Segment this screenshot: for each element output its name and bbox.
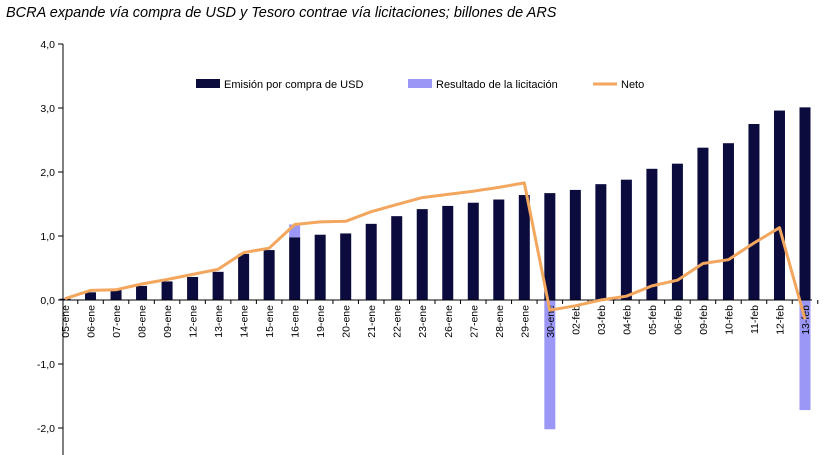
x-tick-label: 04-feb <box>621 305 633 335</box>
emision-bar <box>620 179 632 300</box>
x-tick-label: 30-ene <box>545 305 557 338</box>
x-tick-label: 09-ene <box>162 305 174 338</box>
legend-label: Neto <box>621 79 644 91</box>
y-tick-label: -1,0 <box>37 359 55 371</box>
emision-bar <box>391 216 403 300</box>
neto-line <box>64 181 807 320</box>
emision-bar <box>238 253 250 300</box>
x-tick-label: 14-ene <box>239 305 251 338</box>
emision-bar <box>289 237 301 300</box>
x-tick-label: 05-feb <box>647 305 659 335</box>
x-tick-label: 07-ene <box>111 305 123 338</box>
x-tick-label: 03-feb <box>596 305 608 335</box>
x-tick-label: 08-ene <box>137 305 149 338</box>
emision-bar <box>340 233 352 300</box>
y-tick-label: 0,0 <box>40 295 55 307</box>
emision-bar <box>136 285 148 300</box>
emision-bar <box>365 223 377 300</box>
x-tick-label: 15-ene <box>264 305 276 338</box>
negative-bars-layer <box>544 300 811 430</box>
emision-bar <box>595 184 607 300</box>
emision-bar <box>544 193 556 300</box>
x-tick-label: 11-feb <box>749 305 761 334</box>
legend-label: Resultado de la licitación <box>436 79 558 91</box>
x-tick-label: 09-feb <box>698 305 710 335</box>
emision-bar <box>493 199 505 300</box>
emision-bar <box>518 195 530 300</box>
x-tick-label: 10-feb <box>723 305 735 335</box>
y-ticks: 4,0 3,0 2,0 1,0 0,0 -1,0 -2,0 <box>37 39 63 435</box>
legend-swatch <box>408 79 432 88</box>
legend-label: Emisión por compra de USD <box>224 79 363 91</box>
x-tick-label: 20-ene <box>341 305 353 338</box>
emision-bar <box>187 276 199 300</box>
x-tick-label: 06-feb <box>672 305 684 335</box>
axes-layer <box>62 44 812 455</box>
x-tick-label: 12-ene <box>188 305 200 338</box>
legend: Emisión por compra de USD Resultado de la… <box>196 79 644 91</box>
x-tick-label: 26-ene <box>443 305 455 338</box>
x-tick-label: 02-feb <box>570 305 582 335</box>
y-tick-label: -2,0 <box>37 423 55 435</box>
y-tick-label: 1,0 <box>40 231 55 243</box>
x-tick-label: 22-ene <box>392 305 404 338</box>
emision-bar <box>263 250 275 300</box>
emision-bar <box>799 107 811 300</box>
y-tick-label: 4,0 <box>40 39 55 51</box>
x-tick-label: 28-ene <box>494 305 506 338</box>
licitacion-bar <box>289 224 301 238</box>
emision-bar <box>722 143 734 300</box>
y-tick-label: 2,0 <box>40 167 55 179</box>
emision-bar <box>748 124 760 300</box>
x-tick-label: 12-feb <box>774 305 786 335</box>
x-tick-label: 27-ene <box>468 305 480 338</box>
x-tick-label: 19-ene <box>315 305 327 338</box>
legend-swatch <box>196 79 220 88</box>
emision-bar <box>59 298 71 300</box>
x-tick-label: 06-ene <box>86 305 98 338</box>
x-tick-label: 13-ene <box>213 305 225 338</box>
x-tick-label: 05-ene <box>60 305 72 338</box>
x-tick-label: 16-ene <box>290 305 302 338</box>
emision-bar <box>110 289 122 300</box>
emision-bar <box>161 281 173 300</box>
chart-subtitle: BCRA expande vía compra de USD y Tesoro … <box>6 5 557 21</box>
y-tick-label: 3,0 <box>40 103 55 115</box>
x-tick-label: 29-ene <box>519 305 531 338</box>
emision-bar <box>314 234 326 300</box>
x-ticks: 05-ene 06-ene 07-ene 08-ene 09-ene 12-ene 13-e… <box>60 300 819 338</box>
licitacion-bar <box>544 300 556 430</box>
emision-bar <box>85 292 97 300</box>
emision-bar <box>467 202 479 300</box>
x-tick-label: 21-ene <box>366 305 378 338</box>
emision-bar <box>442 205 454 300</box>
emision-bar <box>646 168 658 300</box>
x-tick-label: 23-ene <box>417 305 429 338</box>
emision-bar <box>671 163 683 300</box>
emision-bar <box>773 110 785 300</box>
emision-bar <box>569 189 581 300</box>
emision-bar <box>697 147 709 300</box>
emision-bar <box>212 271 224 300</box>
bars-layer <box>59 107 811 300</box>
licitacion-bar <box>799 300 811 411</box>
emision-bar <box>416 209 428 300</box>
line-layer <box>64 181 807 320</box>
